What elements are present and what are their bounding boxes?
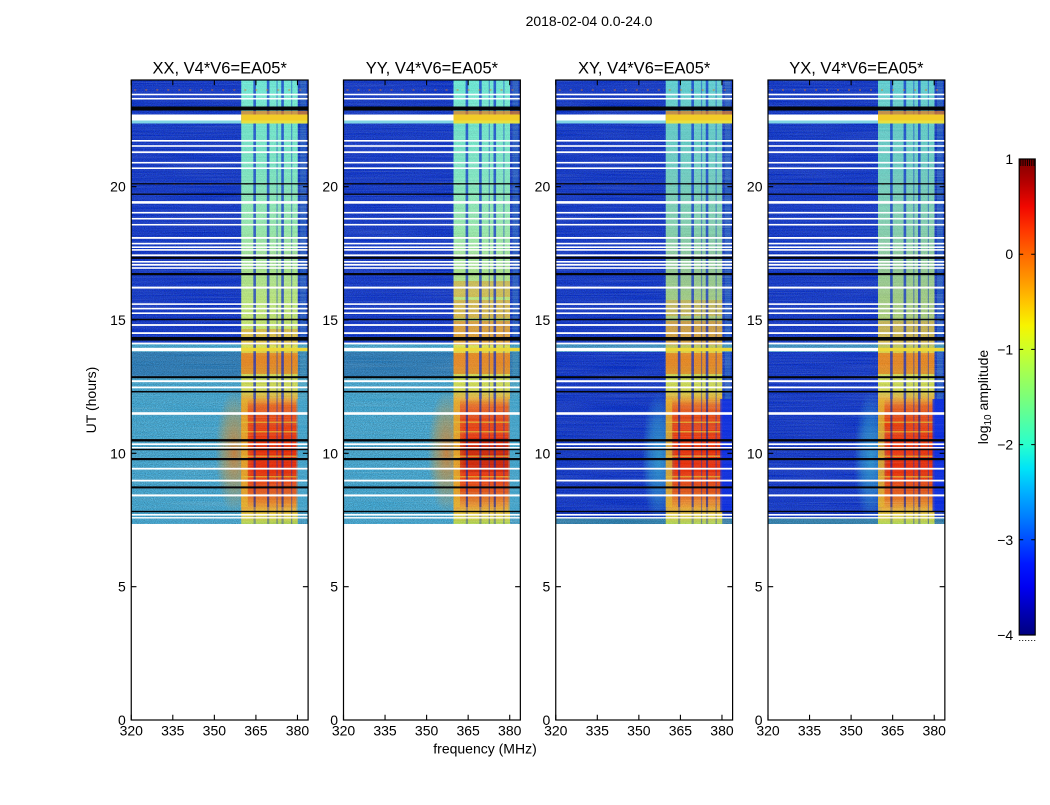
svg-text:15: 15 (747, 312, 763, 328)
svg-text:380: 380 (286, 723, 310, 739)
svg-text:20: 20 (322, 179, 338, 195)
svg-text:350: 350 (415, 723, 439, 739)
svg-text:frequency (MHz): frequency (MHz) (433, 741, 536, 757)
svg-text:335: 335 (586, 723, 610, 739)
svg-text:1: 1 (1005, 151, 1013, 167)
svg-text:0: 0 (542, 712, 550, 728)
svg-text:5: 5 (755, 579, 763, 595)
svg-text:XY, V4*V6=EA05*: XY, V4*V6=EA05* (578, 60, 711, 78)
svg-text:UT (hours): UT (hours) (83, 367, 99, 434)
svg-text:365: 365 (881, 723, 905, 739)
svg-text:350: 350 (839, 723, 863, 739)
svg-text:335: 335 (161, 723, 185, 739)
svg-text:20: 20 (747, 179, 763, 195)
svg-text:5: 5 (330, 579, 338, 595)
svg-text:−4: −4 (997, 627, 1013, 643)
svg-text:XX, V4*V6=EA05*: XX, V4*V6=EA05* (152, 60, 287, 78)
svg-text:YX, V4*V6=EA05*: YX, V4*V6=EA05* (789, 60, 924, 78)
svg-text:380: 380 (498, 723, 522, 739)
svg-text:5: 5 (542, 579, 550, 595)
svg-text:350: 350 (203, 723, 227, 739)
svg-text:10: 10 (747, 445, 763, 461)
svg-text:320: 320 (120, 723, 144, 739)
svg-text:20: 20 (110, 179, 126, 195)
svg-text:0: 0 (755, 712, 763, 728)
svg-text:YY, V4*V6=EA05*: YY, V4*V6=EA05* (366, 60, 499, 78)
svg-text:0: 0 (330, 712, 338, 728)
svg-text:365: 365 (456, 723, 480, 739)
svg-text:380: 380 (923, 723, 947, 739)
svg-text:365: 365 (244, 723, 268, 739)
svg-text:−2: −2 (997, 437, 1013, 453)
svg-text:2018-02-04 0.0-24.0: 2018-02-04 0.0-24.0 (526, 13, 653, 29)
svg-text:335: 335 (373, 723, 397, 739)
svg-text:320: 320 (544, 723, 568, 739)
svg-text:−1: −1 (997, 341, 1013, 357)
svg-text:350: 350 (627, 723, 651, 739)
svg-text:380: 380 (710, 723, 734, 739)
svg-text:320: 320 (756, 723, 780, 739)
svg-text:15: 15 (322, 312, 338, 328)
svg-text:320: 320 (332, 723, 356, 739)
svg-text:5: 5 (118, 579, 126, 595)
svg-text:0: 0 (1005, 246, 1013, 262)
svg-text:20: 20 (535, 179, 551, 195)
svg-text:335: 335 (798, 723, 822, 739)
svg-text:15: 15 (110, 312, 126, 328)
svg-text:0: 0 (118, 712, 126, 728)
svg-text:−3: −3 (997, 532, 1013, 548)
svg-text:10: 10 (535, 445, 551, 461)
svg-text:365: 365 (669, 723, 693, 739)
svg-text:10: 10 (322, 445, 338, 461)
svg-text:10: 10 (110, 445, 126, 461)
svg-text:15: 15 (535, 312, 551, 328)
